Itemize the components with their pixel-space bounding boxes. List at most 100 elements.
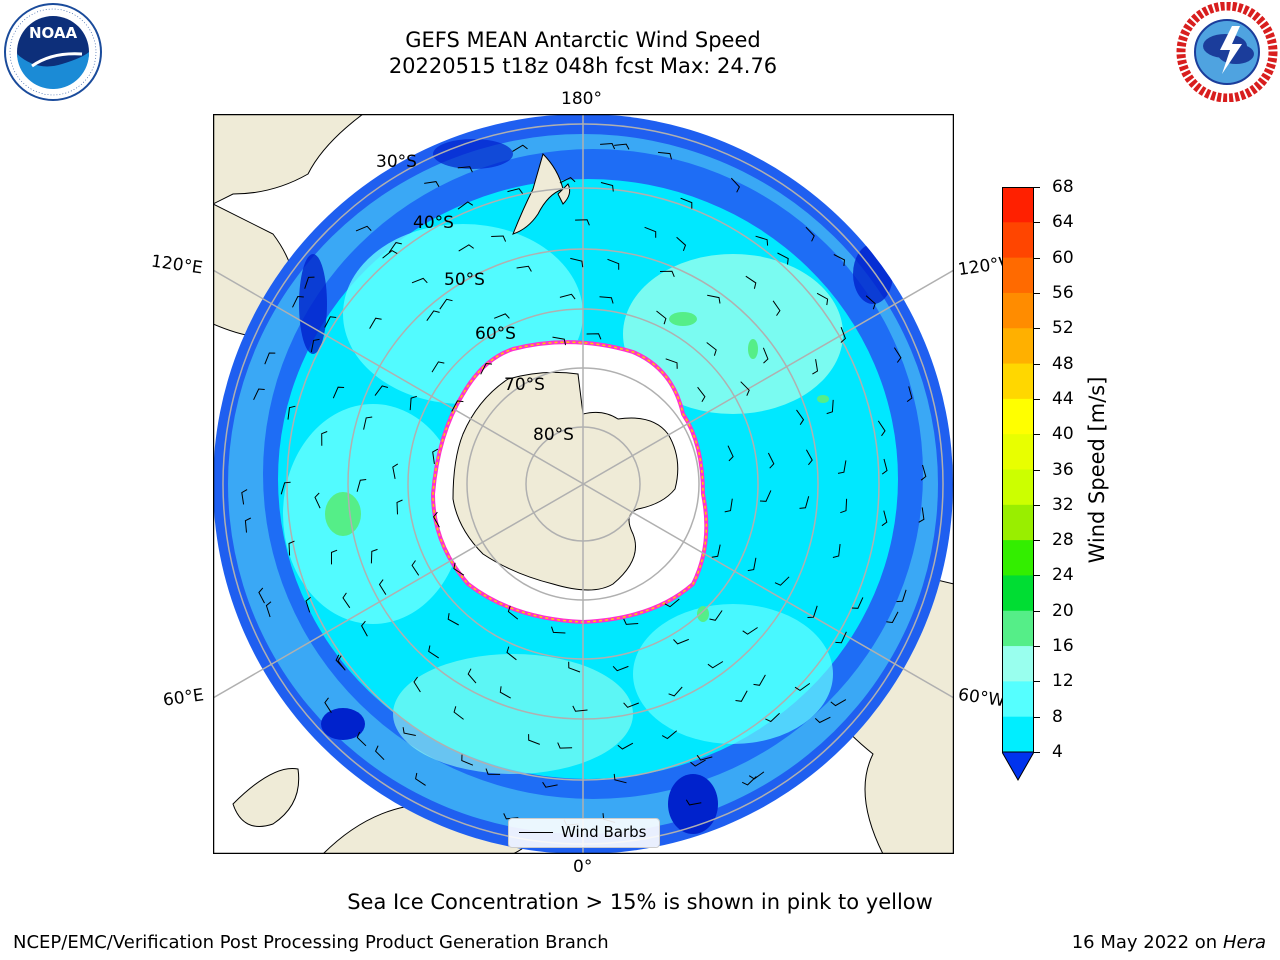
wind-barb <box>424 181 440 188</box>
wind-barb <box>378 579 387 595</box>
wind-barb <box>623 618 639 625</box>
wind-barb <box>661 730 678 740</box>
wind-barb <box>600 142 616 150</box>
legend-line-swatch <box>519 832 553 834</box>
wind-barb <box>324 697 332 713</box>
wind-barb <box>280 481 291 495</box>
wind-barb <box>491 235 507 242</box>
colorbar-tick-label: 40 <box>1052 424 1074 445</box>
wind-barb <box>745 275 757 289</box>
wind-barb <box>506 646 517 661</box>
wind-barb <box>575 219 590 226</box>
wind-barb <box>777 252 789 265</box>
wind-barb <box>253 388 265 401</box>
wind-barb <box>656 310 667 325</box>
wind-barb <box>753 674 766 686</box>
wind-barb <box>342 592 351 609</box>
wind-barb <box>707 661 724 669</box>
colorbar-tick-label: 60 <box>1052 247 1074 268</box>
colorbar-bin <box>1002 681 1034 718</box>
wind-barb <box>321 431 328 446</box>
colorbar-tick <box>1034 257 1040 259</box>
wind-barb <box>740 381 750 396</box>
wind-barb <box>288 540 295 556</box>
wind-barb <box>370 548 378 564</box>
meridian-60e-120w <box>213 269 954 699</box>
lat-label-30s: 30°S <box>376 152 417 172</box>
lon-label-120e: 120°E <box>149 251 204 279</box>
colorbar-bin <box>1002 540 1034 576</box>
wind-barb <box>542 781 558 788</box>
wind-barb <box>623 702 639 708</box>
wind-barb <box>447 613 459 626</box>
wind-barb <box>375 745 385 761</box>
colorbar-bin <box>1002 328 1034 365</box>
colorbar-bin <box>1002 504 1034 541</box>
wind-barb <box>428 645 439 659</box>
wind-barb <box>644 226 657 238</box>
wind-barb <box>835 631 847 644</box>
wind-barb <box>586 333 602 340</box>
antarctica-land <box>452 371 679 591</box>
wind-barb <box>439 298 453 310</box>
colorbar-tick-label: 4 <box>1052 742 1063 762</box>
wind-barb <box>697 386 706 403</box>
wind-barb <box>265 601 272 618</box>
wind-barb <box>851 597 864 609</box>
lat-label-60s: 60°S <box>475 324 516 344</box>
colorbar-tick <box>1034 363 1040 365</box>
wind-barb <box>840 327 846 343</box>
wind-barb <box>411 277 428 284</box>
wind-barb <box>617 742 634 750</box>
colorbar-tick-label: 44 <box>1052 388 1074 409</box>
colorbar-tick <box>1034 752 1040 753</box>
wind-barb <box>893 347 902 363</box>
wind-barb <box>244 517 252 533</box>
wind-barb <box>659 270 675 277</box>
wind-barb <box>794 682 811 692</box>
lon-label-120w: 120°W <box>956 253 1006 281</box>
wind-barb <box>742 627 758 635</box>
colorbar-tick-label: 16 <box>1052 636 1074 657</box>
colorbar-bin <box>1002 469 1034 506</box>
wind-barb <box>840 498 848 514</box>
colorbar-tick-label: 12 <box>1052 671 1074 692</box>
colorbar-bin <box>1002 363 1034 400</box>
wind-barb <box>457 201 474 210</box>
colorbar-bin <box>1002 716 1034 753</box>
wind-barb <box>877 420 886 437</box>
wind-barb <box>241 489 248 505</box>
wind-barb <box>314 492 321 509</box>
wind-barb <box>499 686 511 699</box>
wind-barb <box>727 445 734 462</box>
wind-barb <box>865 295 876 310</box>
colorbar <box>1002 187 1034 782</box>
lat-label-50s: 50°S <box>444 270 485 290</box>
wind-barb <box>485 768 501 775</box>
wind-barb <box>453 562 465 576</box>
colorbar-tick-label: 52 <box>1052 318 1074 339</box>
colorbar-tick-label: 68 <box>1052 177 1074 197</box>
wind-barb <box>607 258 620 270</box>
wind-barb <box>767 452 775 469</box>
chart-title: GEFS MEAN Antarctic Wind Speed <box>405 28 761 52</box>
wind-barb <box>458 244 474 252</box>
map-legend: Wind Barbs <box>508 818 660 848</box>
colorbar-tick <box>1034 610 1040 612</box>
colorbar-tick <box>1034 646 1040 648</box>
wind-barb <box>881 510 888 527</box>
wind-barb <box>886 611 899 624</box>
wind-barb <box>331 549 338 565</box>
footer-host: Hera <box>1222 932 1266 953</box>
colorbar-tick <box>1034 222 1040 224</box>
wind-barb <box>735 690 748 702</box>
lat-label-70s: 70°S <box>504 375 545 395</box>
nws-logo <box>1176 2 1278 102</box>
wind-barb <box>832 544 841 558</box>
wind-barb <box>881 458 888 475</box>
colorbar-bin <box>1002 434 1034 470</box>
colorbar-tick <box>1034 187 1040 188</box>
wind-barb <box>599 296 614 304</box>
wind-barb <box>772 300 781 316</box>
wind-barb <box>896 589 907 603</box>
